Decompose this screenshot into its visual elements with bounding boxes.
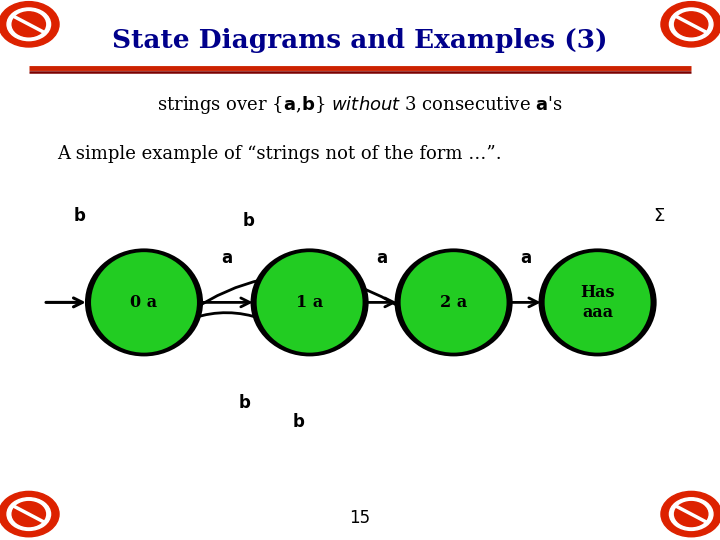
Circle shape — [7, 498, 50, 530]
Text: a: a — [221, 249, 233, 267]
Ellipse shape — [544, 251, 652, 354]
Text: 15: 15 — [349, 509, 371, 528]
Ellipse shape — [395, 248, 513, 356]
Text: Σ: Σ — [653, 207, 665, 225]
Text: b: b — [293, 413, 305, 431]
Text: 0 a: 0 a — [130, 294, 158, 311]
Circle shape — [675, 502, 708, 526]
Ellipse shape — [251, 248, 369, 356]
Text: A simple example of “strings not of the form …”.: A simple example of “strings not of the … — [58, 145, 503, 163]
Circle shape — [661, 491, 720, 537]
Text: State Diagrams and Examples (3): State Diagrams and Examples (3) — [112, 28, 608, 53]
Text: 1 a: 1 a — [296, 294, 323, 311]
Circle shape — [670, 498, 713, 530]
Text: a: a — [376, 249, 387, 267]
Circle shape — [670, 8, 713, 40]
Ellipse shape — [539, 248, 657, 356]
Circle shape — [0, 2, 59, 47]
Ellipse shape — [85, 248, 203, 356]
Text: b: b — [243, 212, 254, 231]
Circle shape — [661, 2, 720, 47]
Circle shape — [12, 12, 45, 37]
Ellipse shape — [90, 251, 198, 354]
Text: Has
aaa: Has aaa — [580, 284, 615, 321]
Circle shape — [12, 502, 45, 526]
Ellipse shape — [400, 251, 508, 354]
Text: b: b — [73, 207, 85, 225]
Text: b: b — [239, 394, 251, 412]
Circle shape — [0, 491, 59, 537]
Text: strings over {$\mathbf{a}$,$\mathbf{b}$} $\mathit{without}$ 3 consecutive $\math: strings over {$\mathbf{a}$,$\mathbf{b}$}… — [157, 94, 563, 116]
Circle shape — [675, 12, 708, 37]
Text: a: a — [520, 249, 531, 267]
Circle shape — [7, 8, 50, 40]
Text: 2 a: 2 a — [440, 294, 467, 311]
Ellipse shape — [256, 251, 364, 354]
